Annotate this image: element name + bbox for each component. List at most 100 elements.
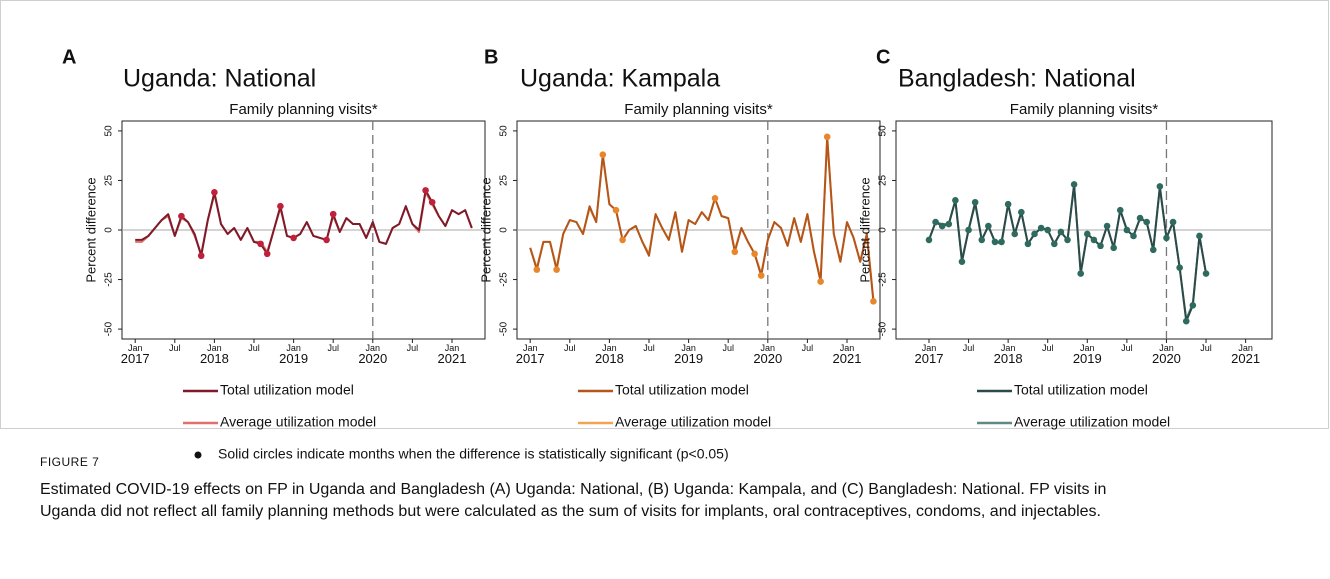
x-tick-label: Jul [1200,343,1212,353]
significant-marker [711,194,719,202]
significant-marker [612,206,620,214]
significant-marker [978,236,986,244]
panel-letter: A [62,46,76,68]
significant-marker [1169,218,1177,226]
x-tick-label: Jan 2019 [279,343,308,366]
significant-marker [1083,230,1091,238]
x-tick-label: Jul [1121,343,1133,353]
legend-label: Total utilization model [1014,382,1148,398]
significant-marker [553,266,560,273]
legend-label: Average utilization model [220,414,376,430]
note-dot [194,451,202,459]
panel-title: Bangladesh: National [898,65,1136,93]
significant-marker [1037,224,1045,232]
y-tick-label: 0 [104,227,115,233]
x-tick-label: Jul [248,343,260,353]
significant-marker [1011,230,1019,238]
significant-marker [1044,226,1052,234]
significant-marker [263,250,271,258]
significant-marker [1004,200,1012,208]
y-tick-label: 50 [878,125,889,137]
significant-marker [1103,222,1111,230]
significant-marker [1182,317,1190,325]
y-axis-label: Percent difference [478,177,493,282]
x-tick-label: Jan 2017 [121,343,150,366]
y-tick-label: 50 [499,125,510,137]
significant-marker [1149,246,1157,254]
y-tick-label: -25 [499,272,510,287]
significant-marker [197,252,205,260]
significant-marker [329,210,337,218]
y-tick-label: 25 [878,174,889,186]
significant-marker [870,298,877,305]
x-tick-label: Jul [1042,343,1054,353]
significant-marker [1130,232,1137,240]
legend-label: Average utilization model [1014,414,1170,430]
significant-marker [1202,270,1210,277]
legend-label: Average utilization model [615,414,771,430]
significant-marker [938,222,946,230]
figure-frame [0,0,1329,429]
x-tick-label: Jan 2020 [358,343,387,366]
x-tick-label: Jul [327,343,339,353]
figure-label: FIGURE 7 [40,455,99,469]
significant-marker [991,238,999,246]
significant-marker [1057,228,1065,236]
significant-marker [1018,208,1025,216]
significant-marker [1143,218,1150,226]
significant-marker [998,238,1005,246]
series-line [928,183,1208,323]
significant-marker [751,250,758,258]
y-tick-label: 0 [499,227,510,233]
significant-marker [1136,214,1144,222]
significant-marker [277,202,284,210]
x-tick-label: Jan 2021 [1231,343,1260,366]
significant-marker [1077,270,1085,277]
y-tick-label: -25 [878,272,889,287]
x-tick-label: Jul [802,343,814,353]
significant-marker [731,248,739,256]
panel-letter: C [876,46,890,68]
x-tick-label: Jul [564,343,576,353]
panel-letter: B [484,46,498,68]
panel-subtitle: Family planning visits* [229,101,378,118]
x-tick-label: Jan 2020 [753,343,782,366]
significant-marker [533,266,541,273]
significant-marker [757,272,765,279]
x-tick-label: Jan 2019 [674,343,703,366]
panel-title: Uganda: Kampala [520,65,720,93]
significant-marker [823,133,831,141]
series-line [529,135,875,302]
panel-title: Uganda: National [123,65,316,93]
series-line [135,189,473,257]
x-tick-label: Jan 2017 [915,343,944,366]
significant-marker [1051,240,1058,248]
series-line [529,137,875,300]
y-tick-label: 50 [104,125,115,137]
x-tick-label: Jan 2018 [200,343,229,366]
significant-marker [1163,234,1170,242]
panel-subtitle: Family planning visits* [1010,101,1159,118]
caption-line: Uganda did not reflect all family planni… [40,503,1101,520]
y-tick-label: -50 [499,321,510,336]
x-tick-label: Jul [963,343,975,353]
significant-marker [257,240,264,248]
y-tick-label: -50 [104,321,115,336]
significant-marker [619,236,626,244]
significant-marker [422,187,429,194]
x-tick-label: Jan 2017 [516,343,545,366]
significant-marker [965,226,972,234]
x-tick-label: Jan 2021 [833,343,862,366]
significant-marker [1176,264,1183,271]
y-tick-label: -25 [104,272,115,287]
significant-marker [1110,244,1117,252]
y-tick-label: -50 [878,321,889,336]
significant-marker [1090,236,1098,244]
series-line [928,185,1208,321]
x-tick-label: Jan 2020 [1152,343,1181,366]
y-axis-label: Percent difference [857,177,872,282]
x-tick-label: Jan 2019 [1073,343,1102,366]
significant-marker [211,189,218,196]
significant-marker [428,198,436,206]
significant-marker [1070,181,1078,188]
